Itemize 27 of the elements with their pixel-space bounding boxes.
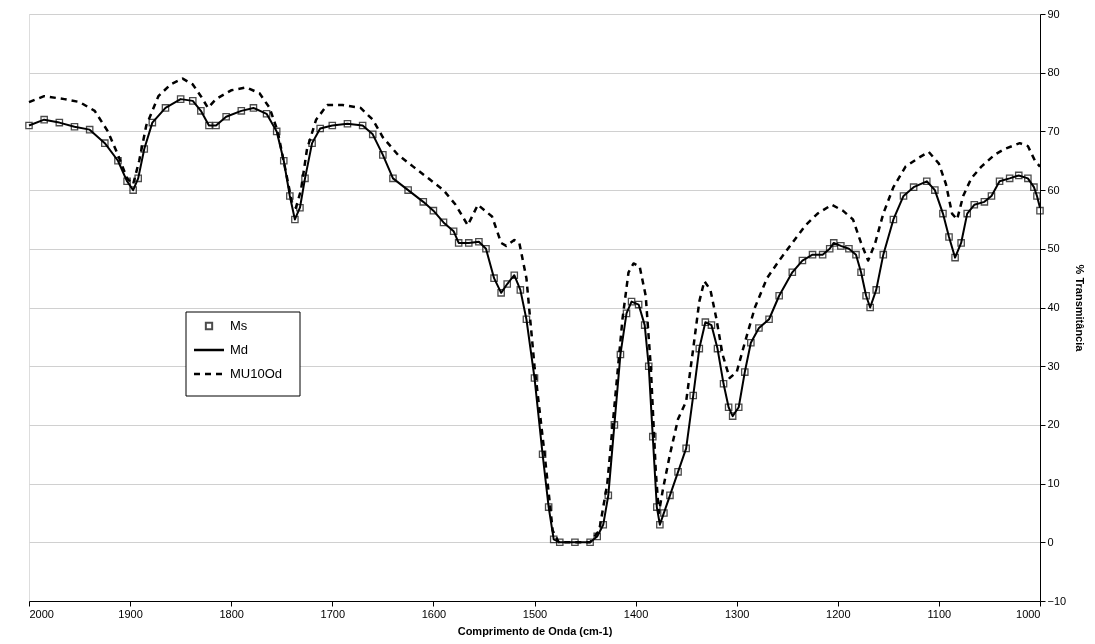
y-tick-label: 50 [1047,242,1060,255]
x-tick-label: 1300 [724,607,750,620]
legend-label: MU10Od [230,366,283,381]
x-tick-label: 1400 [623,607,649,620]
y-tick-label: 0 [1047,535,1054,548]
y-tick-label: 10 [1047,477,1060,490]
x-tick-label: 1800 [219,607,244,620]
x-tick-label: 1100 [927,607,952,620]
x-axis-title: Comprimento de Onda (cm-1) [457,624,613,637]
y-tick-label: 40 [1047,301,1060,313]
x-tick-label: 1700 [320,607,346,620]
y-tick-label: 60 [1047,183,1060,196]
x-tick-label: 1900 [118,607,143,620]
x-tick-label: 2000 [29,607,54,620]
y-tick-label: 30 [1047,359,1060,372]
y-axis-title: % Transmitância [1074,264,1087,353]
y-tick-label: 70 [1047,124,1060,137]
x-tick-label: 1500 [522,607,548,620]
legend-label: Ms [230,318,248,333]
y-tick-label: 80 [1047,66,1060,79]
x-tick-label: 1200 [826,607,851,620]
y-tick-label: −10 [1047,594,1067,607]
y-tick-label: 20 [1047,418,1060,431]
x-tick-label: 1000 [1016,607,1041,620]
y-tick-label: 90 [1047,7,1060,20]
x-tick-label: 1600 [421,607,447,620]
legend-label: Md [230,342,249,357]
